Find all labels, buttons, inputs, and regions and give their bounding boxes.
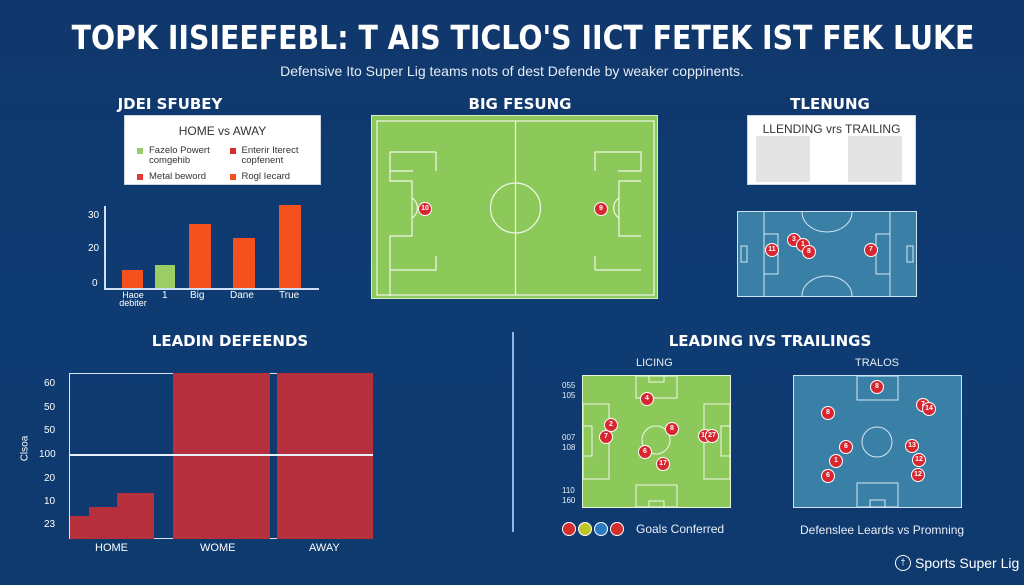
swatch-red	[229, 148, 236, 154]
row-label: 110 160	[562, 486, 576, 505]
pitch-lines	[376, 120, 655, 296]
swatch-orange	[229, 174, 236, 180]
y-axis-label: Clsoa	[19, 435, 31, 462]
player-marker: 13	[905, 439, 919, 453]
y-tick: 20	[44, 473, 56, 484]
player-marker: 10	[418, 202, 432, 216]
y-tick: 20	[88, 243, 100, 254]
player-marker: 12	[912, 453, 926, 467]
vertical-divider	[512, 332, 514, 532]
bar	[189, 224, 211, 288]
x-tick: Dane	[230, 290, 254, 301]
row-label: 055 105	[562, 381, 576, 400]
player-marker: 17	[656, 457, 670, 471]
bar-home-step	[117, 493, 154, 539]
pitch-large: 10 9	[371, 115, 658, 299]
placeholder-tile	[848, 136, 902, 182]
pitch-small-blue: 11 3 1 8 7	[737, 211, 917, 297]
y-tick: 50	[44, 425, 56, 436]
player-marker: 8	[870, 380, 884, 394]
legend-title: HOME vs AWAY	[178, 124, 267, 138]
y-tick: 10	[44, 496, 56, 507]
player-marker: 1	[829, 454, 843, 468]
page-subtitle: Defensive Ito Super Lig teams nots of de…	[280, 63, 744, 79]
left-pitch-label: LICING	[636, 357, 673, 369]
legend-title: LLENDING vrs TRAILING	[762, 122, 901, 136]
player-marker: 4	[640, 392, 654, 406]
goals-conferred-caption: Goals Conferred	[562, 522, 724, 536]
player-marker: 27	[705, 429, 719, 443]
player-marker: 6	[839, 440, 853, 454]
red-club-badge-icon	[562, 522, 576, 536]
panel-title-bottom-right: LEADING IVS TRAILINGS	[668, 332, 872, 350]
player-marker: 9	[594, 202, 608, 216]
bar	[279, 205, 301, 288]
y-tick: 100	[39, 449, 56, 460]
y-tick: 0	[92, 278, 98, 289]
player-marker: 7	[864, 243, 878, 257]
legend-item: Rogl Iecard	[229, 172, 311, 182]
x-tick: True	[279, 290, 300, 301]
x-tick: 1	[162, 290, 168, 301]
brand-icon: †	[895, 555, 911, 571]
pitch-leading: 4 2 7 8 6 17 10 27	[582, 375, 731, 508]
player-marker: 7	[599, 430, 613, 444]
blue-club-badge-icon	[594, 522, 608, 536]
player-marker: 8	[821, 406, 835, 420]
panel-title-top-right: TLENUNG	[790, 95, 870, 113]
player-marker: 6	[821, 469, 835, 483]
panel-title-top-center: BIG FESUNG	[468, 95, 572, 113]
bar-away	[277, 373, 373, 539]
x-tick: AWAY	[309, 542, 340, 554]
bar	[155, 265, 175, 288]
row-label: 007 108	[562, 433, 576, 452]
legend-box-right: LLENDING vrs TRAILING	[747, 115, 916, 185]
legend-item: Fazelo Powert comgehib	[137, 146, 218, 166]
trailing-caption: Defenslee Leards vs Promning	[800, 523, 965, 537]
y-tick: 60	[44, 378, 56, 389]
swatch-red	[137, 174, 143, 180]
y-tick: 50	[44, 402, 56, 413]
player-marker: 12	[911, 468, 925, 482]
x-tick: Haoe debiter	[119, 290, 147, 308]
y-tick: 23	[44, 519, 56, 530]
player-marker: 14	[922, 402, 936, 416]
panel-title-bottom-left: LEADIN DEFEENDS	[151, 332, 309, 350]
y-tick: 30	[88, 210, 100, 221]
player-marker: 8	[802, 245, 816, 259]
brand-name: Sports Super Lig	[915, 555, 1020, 571]
x-tick: Big	[190, 290, 205, 301]
reference-line	[69, 454, 373, 456]
bar-home-step	[70, 516, 90, 539]
placeholder-tile	[756, 136, 810, 182]
legend-item: Enterir Iterect copfenent	[229, 146, 311, 166]
yellow-club-badge-icon	[578, 522, 592, 536]
panel-title-top-left: JDEI SFUBEY	[117, 95, 223, 113]
bar	[122, 270, 143, 288]
red-white-club-badge-icon	[610, 522, 624, 536]
x-tick: HOME	[95, 542, 128, 554]
bar	[233, 238, 255, 288]
bar-chart-bottom-left: 60 50 50 100 20 10 23 Clsoa HOME WOME AW…	[19, 365, 380, 554]
player-marker: 6	[638, 445, 652, 459]
pitch-trailing: 8 7 14 8 6 1 6 13 12 12	[793, 375, 962, 508]
y-axis	[104, 206, 106, 290]
x-tick: WOME	[200, 542, 236, 554]
bar-home-step	[89, 507, 117, 539]
player-marker: 8	[665, 422, 679, 436]
swatch-green	[137, 148, 143, 154]
bar-wome	[173, 373, 270, 539]
x-axis	[104, 288, 319, 290]
legend-box: HOME vs AWAY Fazelo Powert comgehib Ente…	[124, 115, 321, 185]
player-marker: 11	[765, 243, 779, 257]
brand-logo: † Sports Super Lig	[895, 555, 1019, 571]
page-title: TOPK IISIEEFEBL: T AIS TICLO'S IICT FETE…	[71, 18, 975, 57]
right-pitch-label: TRALOS	[855, 357, 900, 369]
legend-item: Metal beword	[137, 172, 218, 182]
bar-chart-top-left: 30 20 0 Haoe debiter 1 Big Dane True	[80, 200, 330, 310]
